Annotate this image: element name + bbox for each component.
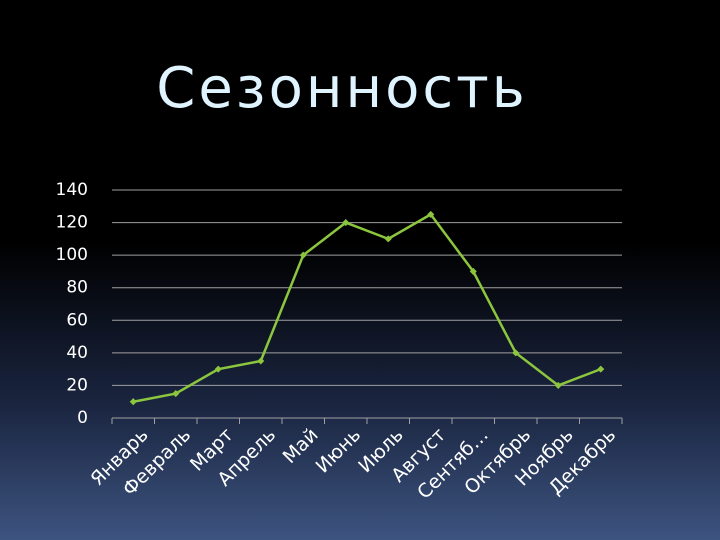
y-tick-label: 0 <box>77 408 88 428</box>
chart-title: Сезонность <box>156 56 528 121</box>
data-point <box>172 390 180 398</box>
data-point <box>554 381 562 389</box>
y-tick-label: 140 <box>56 180 88 200</box>
y-tick-label: 40 <box>66 343 88 363</box>
y-tick-label: 20 <box>66 375 88 395</box>
data-point <box>299 251 307 259</box>
data-point <box>214 365 222 373</box>
data-point <box>129 398 137 406</box>
y-tick-label: 100 <box>56 245 88 265</box>
y-tick-label: 80 <box>66 278 88 298</box>
data-point <box>257 357 265 365</box>
y-tick-label: 60 <box>66 310 88 330</box>
y-tick-label: 120 <box>56 213 88 233</box>
data-point <box>469 267 477 275</box>
data-point <box>342 219 350 227</box>
x-tick-label: Июнь <box>312 424 366 478</box>
data-point <box>427 210 435 218</box>
data-point <box>512 349 520 357</box>
data-point <box>597 365 605 373</box>
data-point <box>384 235 392 243</box>
data-line <box>133 212 602 403</box>
